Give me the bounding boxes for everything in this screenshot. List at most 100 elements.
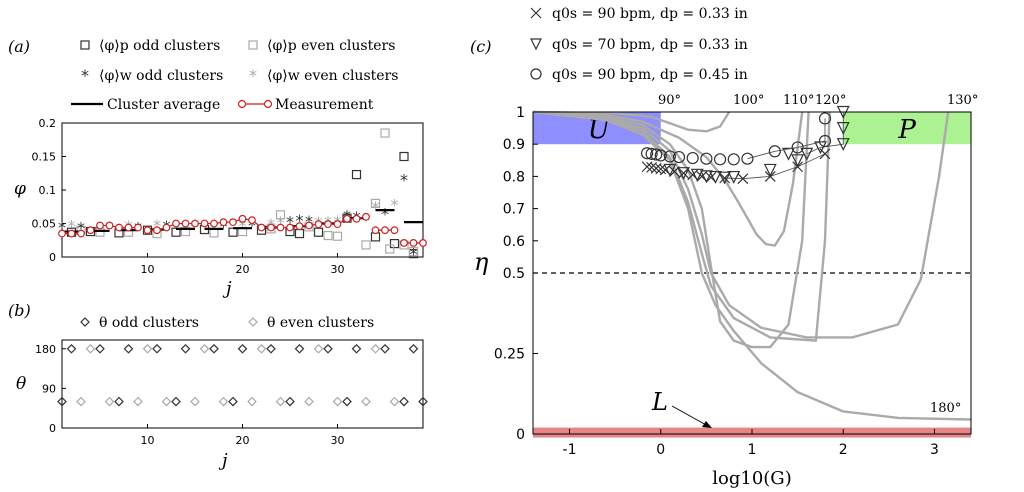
x-tick-label-c-1: -1 [563, 442, 577, 458]
data-point-b-1-16 [342, 396, 352, 407]
region-l-arrowhead [702, 421, 712, 428]
panel-b: (b) θ odd clusters θ even clusters 0 90 180 10… [8, 301, 428, 471]
curve-label-1: 90° [658, 93, 681, 108]
y-tick-label-a-2: 0.05 [32, 218, 57, 231]
series-c-line-3 [747, 118, 826, 160]
series-b-2 [76, 343, 400, 407]
series-a-2 [76, 128, 419, 257]
legend-a-label-2: ⟨φ⟩p even clusters [267, 38, 395, 54]
data-point-b-1-11 [237, 343, 248, 354]
x-tick-label-a-1: 10 [141, 263, 155, 276]
measurement-point-3-10 [229, 218, 237, 227]
data-point-c-2-6 [718, 171, 732, 185]
data-point-b-1-18 [380, 343, 390, 354]
data-point-c-3-10 [727, 153, 740, 166]
measurement-point-1-3 [77, 229, 85, 238]
data-point-a-2-11 [323, 230, 333, 241]
data-point-c-1-4 [655, 163, 667, 175]
y-tick-label-c-6: 0.8 [503, 169, 525, 185]
data-point-b-1-5 [123, 343, 134, 354]
data-point-b-2-7 [190, 396, 200, 407]
data-point-b-1-7 [171, 396, 181, 407]
y-axis-label-a: φ [14, 179, 26, 199]
legend-a-marker-6-dot-1 [237, 99, 247, 109]
curve-4 [532, 110, 831, 342]
curves-c [532, 110, 972, 421]
measurement-point-3-6 [191, 219, 199, 228]
legend-b: θ odd clusters θ even clusters [80, 315, 374, 331]
data-point-a-2-15 [380, 128, 390, 138]
y-tick-label-b-3: 180 [35, 343, 56, 356]
legend-a-marker-3: * [81, 66, 89, 85]
data-point-b-1-6 [152, 343, 162, 354]
data-point-a-2-18 [408, 247, 419, 257]
y-tick-label-c-3: 0.5 [503, 266, 525, 282]
y-tick-label-b-2: 90 [42, 382, 56, 395]
measurement-point-4-2 [381, 226, 389, 235]
region-label-L: L [651, 388, 668, 416]
y-tick-label-c-4: 0.6 [503, 234, 525, 250]
panel-label-b: (b) [8, 301, 31, 320]
measurement-point-3-22 [343, 214, 351, 223]
data-point-a-1-7 [228, 227, 238, 237]
data-point-b-2-2 [85, 343, 96, 354]
data-point-c-3-2 [645, 147, 658, 160]
data-point-c-3-7 [686, 151, 699, 165]
legend-a-label-4: ⟨φ⟩w even clusters [267, 68, 398, 84]
data-point-b-1-21 [418, 396, 428, 407]
data-point-b-2-9 [218, 396, 229, 407]
data-point-c-3-5 [663, 150, 676, 163]
data-point-a-2-14 [370, 198, 381, 208]
y-axis-label-b: θ [16, 374, 26, 394]
measurement-point-2-3 [105, 221, 114, 230]
data-point-c-2-9 [782, 147, 795, 161]
y-tick-label-a-5: 0.2 [39, 117, 57, 130]
data-point-b-2-15 [332, 396, 343, 407]
measurement-point-3-23 [352, 214, 361, 223]
data-point-a-3-7: * [220, 217, 228, 236]
data-point-b-2-4 [133, 396, 143, 407]
data-point-a-4-4: * [153, 216, 161, 235]
data-point-b-2-10 [247, 396, 257, 407]
series-a-1 [66, 151, 419, 259]
data-point-b-1-14 [294, 343, 305, 354]
data-point-a-3-11: * [305, 212, 313, 231]
x-tick-label-a-2: 20 [236, 263, 250, 276]
measurement-point-2-2 [96, 221, 104, 230]
data-point-c-1-1 [641, 161, 653, 173]
data-point-b-2-6 [161, 396, 172, 407]
data-point-c-2-13 [836, 138, 850, 152]
data-point-a-1-11 [313, 227, 324, 237]
data-point-c-2-3 [690, 168, 704, 182]
data-point-c-1-12 [737, 173, 749, 185]
legend-a-label-5: Cluster average [107, 97, 220, 113]
data-point-a-3-2: * [77, 219, 85, 238]
legend-a-marker-2 [248, 40, 258, 50]
legend-c-marker-2 [530, 38, 542, 51]
data-point-c-1-7 [678, 167, 689, 179]
measurement-point-3-13 [257, 223, 266, 232]
y-tick-label-c-5: 0.7 [503, 202, 525, 218]
region-label-U: U [588, 115, 611, 145]
data-point-c-3-4 [654, 149, 667, 162]
data-point-a-1-10 [294, 228, 305, 239]
legend-c: q0s = 90 bpm, dp = 0.33 in q0s = 70 bpm, … [530, 6, 748, 83]
y-tick-label-c-8: 1 [516, 105, 525, 121]
panel-label-c: (c) [470, 37, 491, 56]
data-point-b-1-15 [323, 343, 333, 354]
legend-c-marker-1 [530, 7, 542, 19]
measurement-point-3-14 [267, 223, 275, 232]
legend-a-label-1: ⟨φ⟩p odd clusters [99, 38, 220, 54]
data-point-c-3-1 [640, 147, 654, 160]
data-point-c-2-4 [699, 170, 713, 184]
measurement-point-2-5 [124, 223, 133, 232]
y-tick-label-c-1: 0 [516, 427, 525, 443]
measurement-point-1-2 [67, 229, 76, 238]
x-tick-label-b-1: 10 [141, 434, 155, 447]
x-tick-label-c-3: 1 [748, 442, 757, 458]
data-point-a-1-15 [389, 239, 400, 249]
data-point-b-2-13 [304, 396, 314, 407]
curve-5 [532, 110, 950, 339]
x-tick-label-b-2: 20 [236, 434, 250, 447]
data-point-c-2-7 [727, 170, 741, 184]
